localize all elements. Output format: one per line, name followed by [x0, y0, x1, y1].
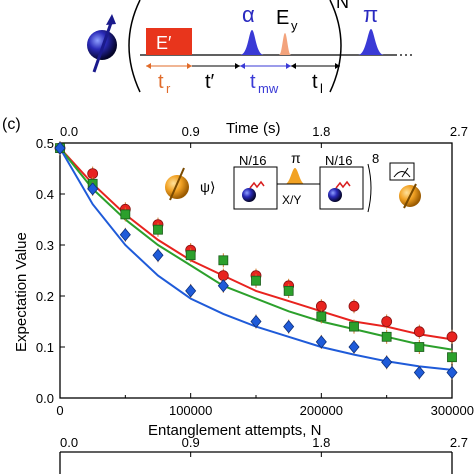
data-point-diamond: [446, 365, 458, 380]
tl-label: t: [312, 71, 318, 93]
strip-tick-label: 1.8: [312, 435, 330, 450]
strip-tick-label: 0.9: [182, 435, 200, 450]
bracket-right: [367, 163, 372, 213]
data-point-diamond: [315, 335, 327, 349]
x-tick-label: 200000: [300, 403, 343, 418]
inset-sequence: ψ⟩ N/16 π X/Y N/16 8: [165, 150, 421, 213]
tprime-label: t′: [205, 71, 215, 93]
blue-spin-icon-left: [242, 188, 256, 202]
x-tick-label: 100000: [169, 403, 212, 418]
data-point-diamond: [185, 284, 197, 298]
ey-pulse: [279, 33, 291, 55]
x-axis-label: Entanglement attempts, N: [148, 422, 321, 439]
inset-pi-pulse: [285, 168, 305, 184]
y-tick-label: 0.3: [36, 238, 54, 253]
y-tick-label: 0.2: [36, 289, 54, 304]
data-point-square: [185, 250, 196, 261]
ey-subscript: y: [291, 18, 298, 33]
red-photon-icon-right: [335, 180, 351, 189]
data-point-diamond: [54, 141, 66, 155]
data-point-square: [251, 275, 261, 286]
top-tick-label: 2.7: [450, 124, 468, 139]
y-tick-label: 0.4: [36, 187, 54, 202]
strip-tick-label: 0.0: [60, 435, 78, 450]
data-point-diamond: [413, 365, 425, 380]
top-tick-label: 0.9: [182, 124, 200, 139]
data-point-square: [153, 224, 163, 235]
data-point-square: [283, 285, 294, 296]
xy-label: X/Y: [282, 193, 301, 207]
data-point-diamond: [283, 319, 295, 334]
top-tick-label: 1.8: [312, 124, 330, 139]
pi-pulse: [358, 29, 384, 55]
alpha-label: α: [242, 2, 255, 27]
red-photon-icon-left: [249, 180, 265, 189]
data-point-diamond: [87, 182, 99, 196]
right-paren: [329, 0, 342, 93]
tl-sub: l: [320, 81, 323, 96]
data-point-square: [381, 331, 392, 342]
data-point-circle: [348, 300, 360, 312]
data-point-square: [218, 255, 229, 266]
n-repeat-label: N: [336, 0, 349, 12]
data-point-diamond: [217, 279, 229, 293]
inset-pi-label: π: [291, 150, 301, 166]
psi-label: ψ⟩: [200, 179, 215, 195]
orange-spin-icon: [165, 175, 189, 199]
left-paren: [128, 0, 141, 93]
data-point-square: [120, 209, 131, 220]
repeat-count: 8: [372, 151, 379, 166]
data-point-square: [349, 321, 359, 332]
n16-left-label: N/16: [239, 153, 266, 168]
data-point-diamond: [250, 314, 262, 329]
top-axis-label: Time (s): [226, 120, 280, 137]
data-point-diamond: [348, 340, 360, 354]
blue-spin-icon-right: [328, 188, 342, 202]
y-tick-label: 0.5: [36, 136, 54, 151]
top-tick-label: 0.0: [60, 124, 78, 139]
data-point-square: [414, 342, 425, 352]
panel-label: (c): [2, 116, 21, 133]
data-point-diamond: [119, 228, 131, 242]
plot-area: 0 100000 200000 300000 0.0 0.1 0.2 0.3 0.4 0.5 0.0…: [36, 124, 474, 418]
axis-ticks: 0 100000 200000 300000 0.0 0.1 0.2 0.3 0.4 0.5 0.0…: [36, 124, 474, 418]
tmw-label: t: [250, 71, 256, 93]
ey-label: E: [276, 7, 289, 29]
x-tick-label: 0: [56, 403, 63, 418]
data-point-circle: [381, 316, 393, 327]
pi-label: π: [363, 2, 378, 27]
strip-tick-label: 2.7: [450, 435, 468, 450]
data-point-diamond: [152, 248, 164, 262]
data-point-square: [447, 352, 457, 363]
data-point-square: [316, 311, 327, 322]
e-prime-label: E′: [156, 33, 172, 53]
x-tick-label: 300000: [431, 403, 474, 418]
data-point-diamond: [381, 355, 393, 369]
n16-left-box: [233, 166, 278, 210]
data-point-circle: [446, 331, 458, 343]
bottom-axis-strip: 0.0 0.9 1.8 2.7: [59, 435, 468, 474]
n16-right-box: [319, 166, 364, 210]
data-point-circle: [413, 326, 425, 338]
spin-sphere-icon: [87, 14, 117, 73]
y-tick-label: 0.1: [36, 340, 54, 355]
tr-label: t: [158, 71, 164, 93]
data-points: [54, 141, 458, 380]
alpha-pulse: [240, 30, 264, 55]
tr-sub: r: [166, 81, 171, 96]
n16-right-label: N/16: [325, 153, 352, 168]
y-axis-label: Expectation Value: [13, 232, 30, 352]
tmw-sub: mw: [258, 81, 279, 96]
e-prime-pulse: [146, 28, 192, 55]
y-tick-label: 0.0: [36, 391, 54, 406]
pulse-sequence: N E′ α E y π t r t′ t mw t l: [87, 0, 415, 96]
